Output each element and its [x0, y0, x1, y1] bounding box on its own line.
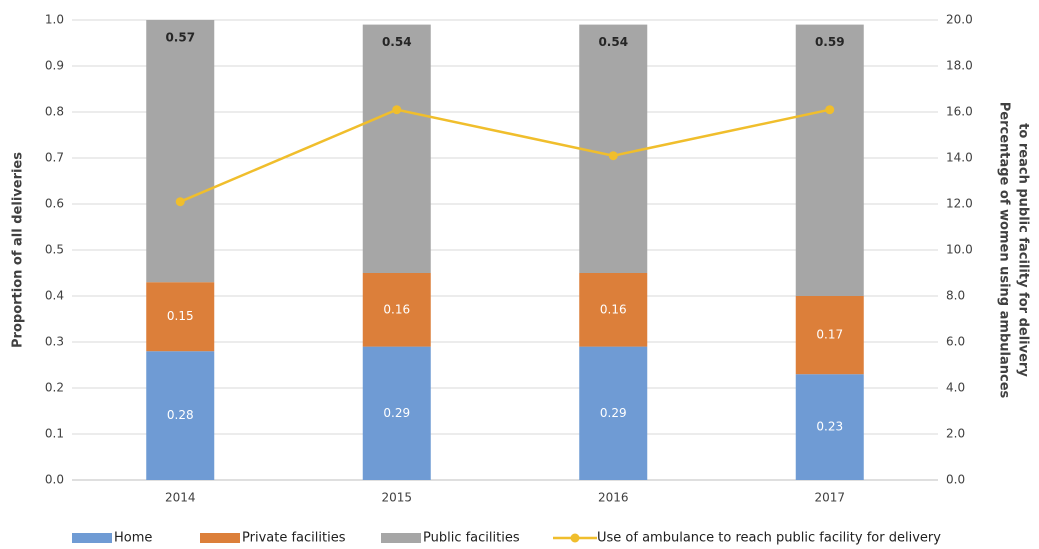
y2-tick-label: 16.0	[946, 105, 973, 119]
x-tick-label: 2014	[165, 491, 196, 505]
bar-segment	[579, 346, 648, 480]
y-tick-label: 1.0	[45, 13, 64, 27]
data-label: 0.15	[167, 309, 194, 323]
y2-axis-title: Percentage of women using ambulances	[997, 102, 1012, 399]
y-tick-label: 0.0	[45, 473, 64, 487]
data-label: 0.54	[382, 35, 412, 49]
y-tick-label: 0.3	[45, 335, 64, 349]
legend-label: Public facilities	[423, 531, 520, 546]
y-axis-title: Proportion of all deliveries	[11, 152, 26, 348]
y2-tick-label: 2.0	[946, 427, 965, 441]
y2-tick-label: 12.0	[946, 197, 973, 211]
data-label: 0.23	[816, 420, 843, 434]
line-point	[608, 151, 618, 161]
bar-segment	[362, 273, 431, 347]
y-tick-label: 0.7	[45, 151, 64, 165]
bar-segment	[146, 351, 215, 480]
y-tick-label: 0.5	[45, 243, 64, 257]
y-tick-label: 0.4	[45, 289, 64, 303]
bar-segment	[579, 24, 648, 273]
y-tick-label: 0.9	[45, 59, 64, 73]
bar-segment	[795, 374, 864, 480]
bar-segment	[362, 24, 431, 273]
legend-label: Home	[114, 531, 152, 546]
y-tick-label: 0.2	[45, 381, 64, 395]
y2-tick-label: 18.0	[946, 59, 973, 73]
bar-segment	[362, 346, 431, 480]
bar-segment	[146, 20, 215, 283]
line-point	[825, 105, 835, 115]
y-tick-label: 0.1	[45, 427, 64, 441]
line-point	[175, 197, 185, 207]
y2-tick-label: 8.0	[946, 289, 965, 303]
data-label: 0.16	[600, 302, 627, 316]
y2-tick-label: 20.0	[946, 13, 973, 27]
y2-tick-label: 4.0	[946, 381, 965, 395]
data-label: 0.29	[600, 406, 627, 420]
data-label: 0.16	[383, 302, 410, 316]
data-label: 0.57	[165, 31, 195, 45]
data-label: 0.54	[598, 35, 628, 49]
y2-tick-label: 0.0	[946, 473, 965, 487]
legend-swatch	[72, 533, 112, 543]
legend-swatch	[200, 533, 240, 543]
y2-tick-label: 10.0	[946, 243, 973, 257]
legend-label: Use of ambulance to reach public facilit…	[597, 531, 941, 546]
legend-swatch	[570, 533, 580, 543]
x-tick-label: 2015	[381, 491, 412, 505]
legend-label: Private facilities	[242, 531, 346, 546]
line-series	[179, 108, 831, 203]
x-tick-label: 2016	[598, 491, 629, 505]
bar-segment	[146, 282, 215, 352]
y-tick-label: 0.8	[45, 105, 64, 119]
x-tick-label: 2017	[814, 491, 845, 505]
y2-axis-title: to reach public facility for delivery	[1016, 123, 1031, 377]
data-label: 0.28	[167, 408, 194, 422]
data-label: 0.29	[383, 406, 410, 420]
legend-swatch	[381, 533, 421, 543]
y2-tick-label: 6.0	[946, 335, 965, 349]
bar-segment	[579, 273, 648, 347]
bar-segment	[795, 24, 864, 296]
y-tick-label: 0.6	[45, 197, 64, 211]
bar-segment	[795, 296, 864, 375]
line-point	[392, 105, 402, 115]
y2-tick-label: 14.0	[946, 151, 973, 165]
data-label: 0.59	[815, 35, 845, 49]
data-label: 0.17	[816, 328, 843, 342]
